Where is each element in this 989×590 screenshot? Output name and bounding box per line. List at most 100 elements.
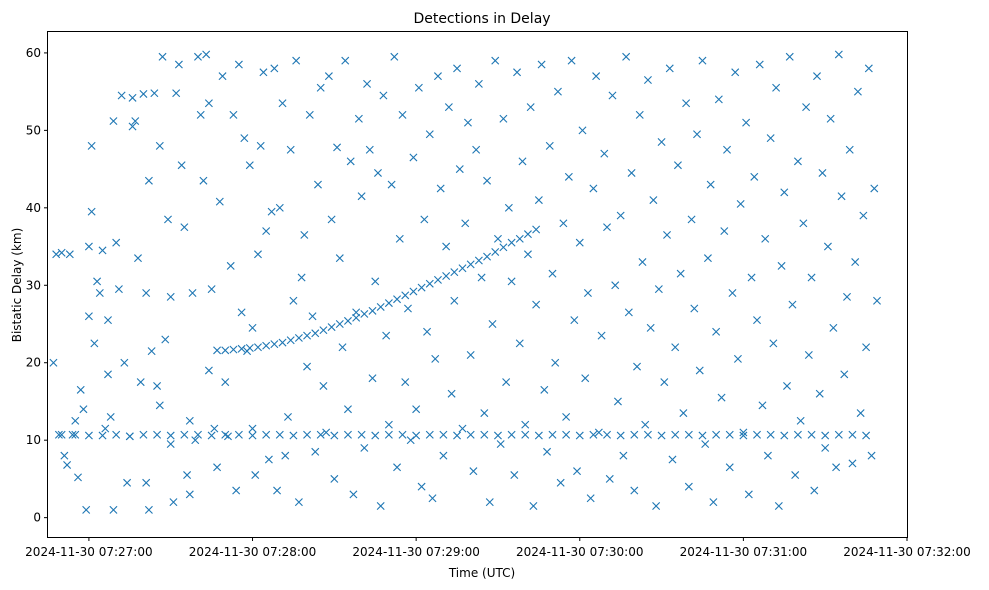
track-point-14 xyxy=(327,323,336,332)
data-point-84 xyxy=(248,323,257,332)
data-point-251 xyxy=(701,440,710,449)
data-point-168 xyxy=(474,79,483,88)
x-tick-label-4: 2024-11-30 07:31:00 xyxy=(680,545,807,559)
track-point-9 xyxy=(286,336,295,345)
data-point-7 xyxy=(68,430,77,439)
data-point-61 xyxy=(188,289,197,298)
data-point-74 xyxy=(221,378,230,387)
data-point-126 xyxy=(360,443,369,452)
data-point-254 xyxy=(709,498,718,507)
data-point-279 xyxy=(777,261,786,270)
x-axis-ticks: 2024-11-30 07:27:00 2024-11-30 07:28:00 20… xyxy=(25,537,971,559)
data-point-147 xyxy=(417,482,426,491)
band-point-27 xyxy=(425,430,434,439)
data-point-202 xyxy=(567,56,576,65)
band-point-16 xyxy=(275,430,284,439)
x-tick-label-5: 2024-11-30 07:32:00 xyxy=(843,545,970,559)
data-point-207 xyxy=(581,374,590,383)
data-point-66 xyxy=(202,50,211,59)
data-point-297 xyxy=(826,114,835,123)
track-point-16 xyxy=(343,316,352,325)
data-point-2 xyxy=(54,430,63,439)
data-point-288 xyxy=(802,103,811,112)
data-point-93 xyxy=(270,64,279,73)
band-point-44 xyxy=(657,431,666,440)
track-point-31 xyxy=(466,260,475,269)
data-point-265 xyxy=(739,428,748,437)
data-point-77 xyxy=(229,110,238,119)
data-point-129 xyxy=(368,374,377,383)
data-point-196 xyxy=(551,358,560,367)
data-point-130 xyxy=(371,277,380,286)
data-point-307 xyxy=(853,87,862,96)
band-point-58 xyxy=(848,430,857,439)
data-point-179 xyxy=(504,203,513,212)
data-point-213 xyxy=(597,331,606,340)
data-point-26 xyxy=(109,505,118,514)
data-point-30 xyxy=(120,358,129,367)
data-point-211 xyxy=(592,72,601,81)
band-point-54 xyxy=(793,430,802,439)
data-point-139 xyxy=(395,234,404,243)
data-point-43 xyxy=(147,347,156,356)
data-point-274 xyxy=(763,451,772,460)
data-point-209 xyxy=(586,494,595,503)
track-point-10 xyxy=(294,333,303,342)
data-point-148 xyxy=(420,215,429,224)
data-point-63 xyxy=(193,52,202,61)
data-point-5 xyxy=(63,460,72,469)
band-point-32 xyxy=(493,431,502,440)
data-point-237 xyxy=(663,230,672,239)
data-point-243 xyxy=(679,409,688,418)
data-point-107 xyxy=(308,312,317,321)
data-point-136 xyxy=(387,180,396,189)
data-point-253 xyxy=(706,180,715,189)
track-point-39 xyxy=(532,225,541,234)
band-point-5 xyxy=(125,432,134,441)
data-point-262 xyxy=(731,68,740,77)
band-point-21 xyxy=(343,430,352,439)
data-point-151 xyxy=(428,494,437,503)
data-point-230 xyxy=(643,76,652,85)
y-tick-label-2: 20 xyxy=(26,356,41,370)
track-point-11 xyxy=(303,331,312,340)
data-point-115 xyxy=(330,474,339,483)
band-point-26 xyxy=(412,431,421,440)
data-point-175 xyxy=(493,234,502,243)
data-point-176 xyxy=(496,440,505,449)
band-point-6 xyxy=(139,430,148,439)
data-point-109 xyxy=(313,180,322,189)
data-point-59 xyxy=(185,416,194,425)
data-point-25 xyxy=(109,117,118,126)
data-point-114 xyxy=(327,215,336,224)
data-point-193 xyxy=(543,447,552,456)
data-point-308 xyxy=(856,409,865,418)
data-point-282 xyxy=(785,52,794,61)
data-point-273 xyxy=(761,234,770,243)
data-point-48 xyxy=(158,52,167,61)
data-point-266 xyxy=(742,118,751,127)
y-axis-label: Bistatic Delay (km) xyxy=(10,228,24,343)
band-point-9 xyxy=(180,430,189,439)
data-point-165 xyxy=(466,350,475,359)
data-point-56 xyxy=(177,161,186,170)
data-point-313 xyxy=(870,184,879,193)
data-point-261 xyxy=(728,289,737,298)
data-point-96 xyxy=(278,99,287,108)
band-point-36 xyxy=(548,430,557,439)
x-tick-label-0: 2024-11-30 07:27:00 xyxy=(25,545,152,559)
data-point-97 xyxy=(281,451,290,460)
data-point-187 xyxy=(526,103,535,112)
data-point-180 xyxy=(507,277,516,286)
band-point-59 xyxy=(862,431,871,440)
data-point-295 xyxy=(821,443,830,452)
data-point-290 xyxy=(807,273,816,282)
data-point-89 xyxy=(259,68,268,77)
data-point-12 xyxy=(82,505,91,514)
band-point-19 xyxy=(316,430,325,439)
y-tick-label-6: 60 xyxy=(26,46,41,60)
track-point-33 xyxy=(483,252,492,261)
track-point-25 xyxy=(417,283,426,292)
band-point-17 xyxy=(289,431,298,440)
data-point-38 xyxy=(139,89,148,98)
